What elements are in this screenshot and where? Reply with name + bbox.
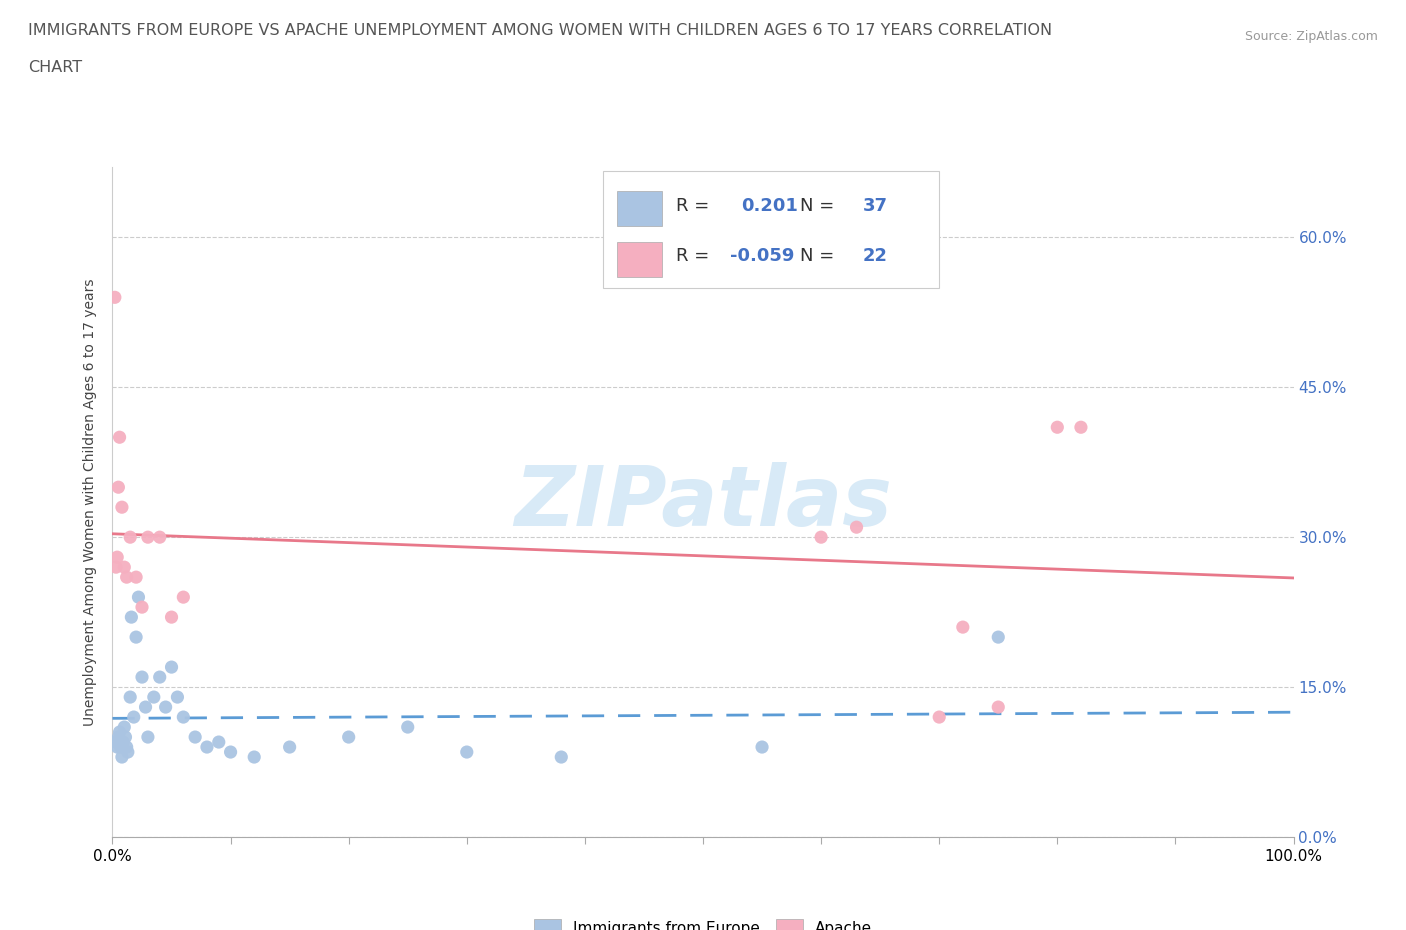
Point (142, 690, 165, 705)
Point (107, 480, 129, 495)
Point (120, 690, 142, 705)
Point (149, 670, 172, 684)
Y-axis label: Unemployment Among Women with Children Ages 6 to 17 years: Unemployment Among Women with Children A… (83, 278, 97, 726)
Point (135, 699, 157, 714)
Point (550, 750, 572, 764)
Point (928, 710, 950, 724)
Point (1046, 419, 1069, 434)
Point (278, 739, 301, 754)
Point (104, 290, 127, 305)
Point (184, 730, 207, 745)
Text: 37: 37 (862, 196, 887, 215)
Point (136, 730, 159, 745)
Point (120, 530, 142, 545)
Point (112, 560, 135, 575)
Point (337, 730, 360, 745)
Point (131, 670, 153, 684)
FancyBboxPatch shape (603, 171, 939, 288)
Point (160, 659, 183, 674)
Point (131, 600, 153, 615)
Text: ZIPatlas: ZIPatlas (515, 461, 891, 543)
Text: CHART: CHART (28, 60, 82, 75)
Point (987, 699, 1010, 714)
Point (149, 530, 172, 545)
Point (108, 724, 131, 739)
Point (120, 610, 142, 625)
Point (105, 739, 128, 754)
Point (122, 710, 145, 724)
Point (172, 710, 194, 724)
Text: N =: N = (800, 196, 834, 215)
Point (396, 720, 419, 735)
Point (108, 430, 131, 445)
Point (810, 530, 832, 545)
Point (114, 730, 136, 745)
Point (751, 739, 773, 754)
Text: R =: R = (676, 247, 709, 265)
Point (115, 570, 138, 585)
Point (243, 750, 266, 764)
Text: R =: R = (676, 196, 709, 215)
FancyBboxPatch shape (617, 242, 662, 276)
Point (160, 610, 183, 625)
Point (105, 735, 128, 750)
Point (456, 745, 478, 760)
Text: 0.201: 0.201 (741, 196, 797, 215)
Text: Source: ZipAtlas.com: Source: ZipAtlas.com (1244, 30, 1378, 43)
Point (219, 745, 242, 760)
Point (952, 619, 974, 634)
Point (125, 630, 148, 644)
Point (845, 520, 868, 535)
Point (155, 699, 177, 714)
Point (110, 739, 132, 754)
Point (1070, 419, 1092, 434)
Point (987, 630, 1010, 644)
Point (105, 550, 128, 565)
Text: IMMIGRANTS FROM EUROPE VS APACHE UNEMPLOYMENT AMONG WOMEN WITH CHILDREN AGES 6 T: IMMIGRANTS FROM EUROPE VS APACHE UNEMPLO… (28, 23, 1052, 38)
Point (112, 735, 135, 750)
Text: 22: 22 (862, 247, 887, 265)
Text: N =: N = (800, 247, 834, 265)
Text: -0.059: -0.059 (730, 247, 794, 265)
Point (136, 530, 159, 545)
FancyBboxPatch shape (617, 191, 662, 226)
Point (107, 730, 129, 745)
Legend: Immigrants from Europe, Apache: Immigrants from Europe, Apache (526, 911, 880, 930)
Point (172, 590, 194, 604)
Point (166, 690, 188, 705)
Point (111, 499, 134, 514)
Point (115, 739, 138, 754)
Point (105, 560, 128, 575)
Point (208, 735, 231, 750)
Point (112, 720, 135, 735)
Point (195, 739, 218, 754)
Point (125, 570, 148, 585)
Point (111, 750, 134, 764)
Point (117, 745, 139, 760)
Point (127, 590, 149, 604)
